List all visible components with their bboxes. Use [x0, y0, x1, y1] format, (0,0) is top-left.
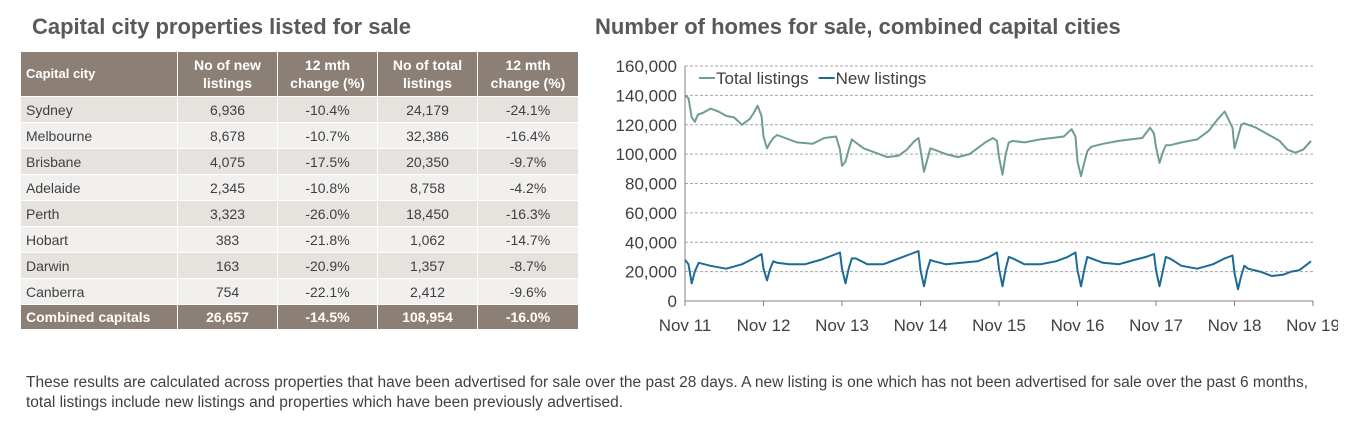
- cell-city: Hobart: [20, 226, 178, 253]
- header-total-change: 12 mth change (%): [477, 52, 579, 97]
- cell-total-change: -24.1%: [477, 96, 579, 123]
- cell-city: Melbourne: [20, 122, 178, 149]
- cell-city: Adelaide: [20, 174, 178, 201]
- cell-city: Canberra: [20, 278, 178, 305]
- legend-label: New listings: [836, 69, 927, 88]
- x-tick-label: Nov 18: [1208, 316, 1262, 335]
- cell-total-change: -14.7%: [477, 226, 579, 253]
- cell-new-change: -22.1%: [277, 278, 378, 305]
- table-row: Darwin 163 -20.9% 1,357 -8.7%: [20, 252, 579, 279]
- table-title: Capital city properties listed for sale: [32, 14, 412, 39]
- x-tick-label: Nov 11: [659, 316, 712, 335]
- y-tick-label: 40,000: [625, 233, 677, 252]
- y-tick-label: 80,000: [625, 175, 677, 194]
- cell-new-listings: 2,345: [177, 174, 278, 201]
- cell-new-change: -21.8%: [277, 226, 378, 253]
- table-row: Melbourne 8,678 -10.7% 32,386 -16.4%: [20, 122, 579, 149]
- cell-total-change: -16.4%: [477, 122, 579, 149]
- footnote: These results are calculated across prop…: [26, 374, 1309, 411]
- listings-line-chart: 0 20,000 40,000 60,000 80,000 100,000 120,000 1…: [616, 57, 1338, 335]
- total-label: Combined capitals: [20, 304, 178, 330]
- cell-total-listings: 1,062: [377, 226, 478, 253]
- cell-new-change: -20.9%: [277, 252, 378, 279]
- header-new-change: 12 mth change (%): [277, 52, 378, 97]
- cell-city: Perth: [20, 200, 178, 227]
- table-total-row: Combined capitals 26,657 -14.5% 108,954 …: [20, 304, 579, 330]
- cell-new-listings: 6,936: [177, 96, 278, 123]
- header-total-listings: No of total listings: [377, 52, 478, 97]
- cell-total-change: -16.3%: [477, 200, 579, 227]
- table-row: Sydney 6,936 -10.4% 24,179 -24.1%: [20, 96, 579, 123]
- x-tick-label: Nov 19: [1286, 316, 1338, 335]
- cell-total-listings: 8,758: [377, 174, 478, 201]
- cell-total-listings: 32,386: [377, 122, 478, 149]
- total-new-change: -14.5%: [277, 304, 378, 330]
- cell-total-change: -9.6%: [477, 278, 579, 305]
- cell-total-listings: 2,412: [377, 278, 478, 305]
- table-row: Brisbane 4,075 -17.5% 20,350 -9.7%: [20, 148, 579, 175]
- cell-total-change: -8.7%: [477, 252, 579, 279]
- cell-total-change: -4.2%: [477, 174, 579, 201]
- cell-city: Sydney: [20, 96, 178, 123]
- table-row: Canberra 754 -22.1% 2,412 -9.6%: [20, 278, 579, 305]
- cell-new-change: -17.5%: [277, 148, 378, 175]
- cell-total-listings: 1,357: [377, 252, 478, 279]
- x-tick-label: Nov 14: [894, 316, 948, 335]
- x-tick-label: Nov 16: [1051, 316, 1105, 335]
- cell-city: Brisbane: [20, 148, 178, 175]
- cell-new-change: -10.7%: [277, 122, 378, 149]
- listings-table: Capital city No of new listings 12 mth c…: [20, 52, 579, 330]
- y-tick-label: 120,000: [616, 116, 677, 135]
- cell-city: Darwin: [20, 252, 178, 279]
- cell-new-listings: 3,323: [177, 200, 278, 227]
- header-new-listings: No of new listings: [177, 52, 278, 97]
- y-tick-label: 160,000: [616, 57, 677, 76]
- chart-title: Number of homes for sale, combined capit…: [595, 14, 1121, 39]
- cell-total-listings: 20,350: [377, 148, 478, 175]
- cell-total-listings: 24,179: [377, 96, 478, 123]
- cell-new-change: -10.4%: [277, 96, 378, 123]
- legend-label: Total listings: [716, 69, 809, 88]
- cell-total-listings: 18,450: [377, 200, 478, 227]
- cell-total-change: -9.7%: [477, 148, 579, 175]
- cell-new-listings: 383: [177, 226, 278, 253]
- series-line-new-listings: [684, 250, 1312, 291]
- table-row: Hobart 383 -21.8% 1,062 -14.7%: [20, 226, 579, 253]
- y-tick-label: 140,000: [616, 86, 677, 105]
- x-tick-label: Nov 15: [972, 316, 1026, 335]
- total-total-listings: 108,954: [377, 304, 478, 330]
- x-tick-label: Nov 12: [737, 316, 791, 335]
- table-row: Adelaide 2,345 -10.8% 8,758 -4.2%: [20, 174, 579, 201]
- y-tick-label: 60,000: [625, 204, 677, 223]
- x-tick-label: Nov 17: [1129, 316, 1183, 335]
- header-capital-city: Capital city: [20, 52, 178, 97]
- cell-new-change: -26.0%: [277, 200, 378, 227]
- y-tick-label: 100,000: [616, 145, 677, 164]
- cell-new-listings: 8,678: [177, 122, 278, 149]
- series-line-total-listings: [684, 94, 1312, 178]
- x-tick-label: Nov 13: [815, 316, 869, 335]
- table-header-row: Capital city No of new listings 12 mth c…: [20, 52, 579, 97]
- cell-new-listings: 163: [177, 252, 278, 279]
- table-row: Perth 3,323 -26.0% 18,450 -16.3%: [20, 200, 579, 227]
- y-tick-label: 0: [668, 292, 677, 311]
- cell-new-change: -10.8%: [277, 174, 378, 201]
- y-tick-label: 20,000: [625, 263, 677, 282]
- cell-new-listings: 4,075: [177, 148, 278, 175]
- cell-new-listings: 754: [177, 278, 278, 305]
- total-total-change: -16.0%: [477, 304, 579, 330]
- total-new-listings: 26,657: [177, 304, 278, 330]
